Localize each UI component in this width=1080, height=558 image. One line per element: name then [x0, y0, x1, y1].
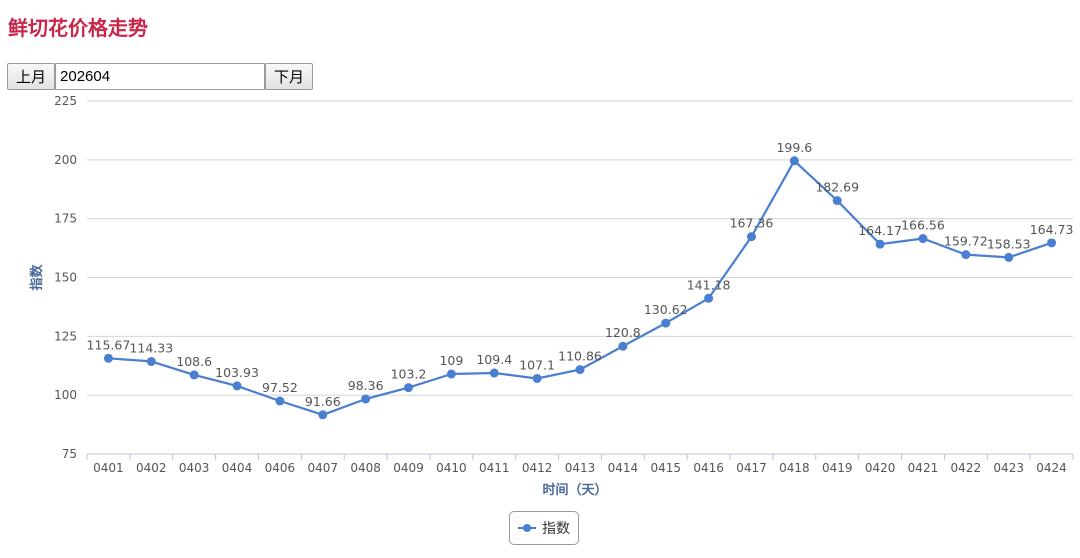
y-tick-label: 100	[54, 388, 77, 402]
x-tick-label: 0406	[265, 461, 296, 475]
data-point	[875, 239, 885, 249]
data-point	[404, 383, 414, 393]
data-point	[918, 234, 928, 244]
data-point	[746, 232, 756, 242]
data-label: 167.36	[730, 216, 774, 231]
month-input[interactable]	[55, 63, 266, 90]
data-point	[789, 156, 799, 166]
data-label: 166.56	[901, 218, 945, 233]
x-tick-label: 0424	[1036, 461, 1067, 475]
x-tick-label: 0402	[136, 461, 167, 475]
next-month-button[interactable]: 下月	[265, 63, 314, 90]
data-point	[103, 353, 113, 363]
data-point	[575, 365, 585, 375]
y-tick-label: 175	[54, 212, 77, 226]
data-point	[489, 368, 499, 378]
prev-month-button[interactable]: 上月	[7, 63, 56, 90]
x-tick-label: 0413	[565, 461, 596, 475]
data-label: 164.17	[858, 223, 902, 238]
legend-marker-icon	[518, 523, 536, 533]
x-tick-label: 0418	[779, 461, 810, 475]
data-label: 107.1	[519, 357, 555, 372]
y-axis-title: 指数	[29, 264, 45, 291]
data-point	[1047, 238, 1057, 248]
data-label: 114.33	[129, 340, 173, 355]
y-tick-label: 75	[62, 447, 77, 461]
data-label: 115.67	[87, 337, 131, 352]
y-tick-label: 200	[54, 153, 77, 167]
data-label: 98.36	[348, 378, 384, 393]
x-tick-label: 0415	[650, 461, 681, 475]
data-point	[232, 381, 242, 391]
x-axis-title: 时间（天）	[542, 482, 607, 498]
data-point	[961, 250, 971, 260]
data-label: 182.69	[815, 180, 859, 195]
data-label: 120.8	[605, 325, 641, 340]
x-tick-label: 0419	[822, 461, 853, 475]
data-point	[618, 341, 628, 351]
data-point	[1004, 252, 1014, 262]
y-tick-label: 125	[54, 329, 77, 343]
line-chart: 75 100 125 150 175 200 225 0401 0402 0403 0404 0406…	[29, 94, 1074, 498]
data-point	[446, 369, 456, 379]
data-label: 103.2	[391, 367, 427, 382]
data-label: 130.62	[644, 302, 688, 317]
data-point	[275, 396, 285, 406]
month-controls: 上月 下月	[7, 63, 314, 90]
data-label: 159.72	[944, 234, 988, 249]
x-tick-label: 0407	[308, 461, 339, 475]
data-point	[704, 293, 714, 303]
legend-label: 指数	[542, 521, 570, 537]
data-point	[532, 373, 542, 383]
data-label: 103.93	[215, 365, 259, 380]
data-point	[832, 196, 842, 206]
data-point	[189, 370, 199, 380]
x-tick-label: 0411	[479, 461, 510, 475]
data-label: 91.66	[305, 394, 341, 409]
x-tick-label: 0412	[522, 461, 553, 475]
data-point	[661, 318, 671, 328]
x-tick-label: 0423	[993, 461, 1024, 475]
x-tick-label: 0414	[608, 461, 639, 475]
data-label: 110.86	[558, 349, 602, 364]
y-tick-label: 225	[54, 94, 77, 108]
data-label: 164.73	[1030, 222, 1074, 237]
legend[interactable]: 指数	[509, 511, 579, 545]
x-tick-label: 0422	[951, 461, 982, 475]
data-label: 158.53	[987, 236, 1031, 251]
data-label: 199.6	[776, 140, 812, 155]
x-tick-label: 0408	[350, 461, 381, 475]
data-label: 109.4	[476, 352, 512, 367]
data-point	[361, 394, 371, 404]
y-tick-label: 150	[54, 271, 77, 285]
x-tick-label: 0416	[693, 461, 724, 475]
x-tick-label: 0421	[908, 461, 939, 475]
x-tick-label: 0410	[436, 461, 467, 475]
x-tick-label: 0403	[179, 461, 210, 475]
data-label: 141.18	[687, 277, 731, 292]
page-title: 鲜切花价格走势	[8, 16, 148, 40]
data-label: 108.6	[176, 354, 212, 369]
x-tick-label: 0401	[93, 461, 124, 475]
data-point	[146, 356, 156, 366]
x-tick-label: 0409	[393, 461, 424, 475]
data-label: 109	[439, 353, 463, 368]
data-label: 97.52	[262, 380, 298, 395]
x-tick-label: 0420	[865, 461, 896, 475]
x-tick-label: 0404	[222, 461, 253, 475]
x-tick-label: 0417	[736, 461, 767, 475]
data-point	[318, 410, 328, 420]
